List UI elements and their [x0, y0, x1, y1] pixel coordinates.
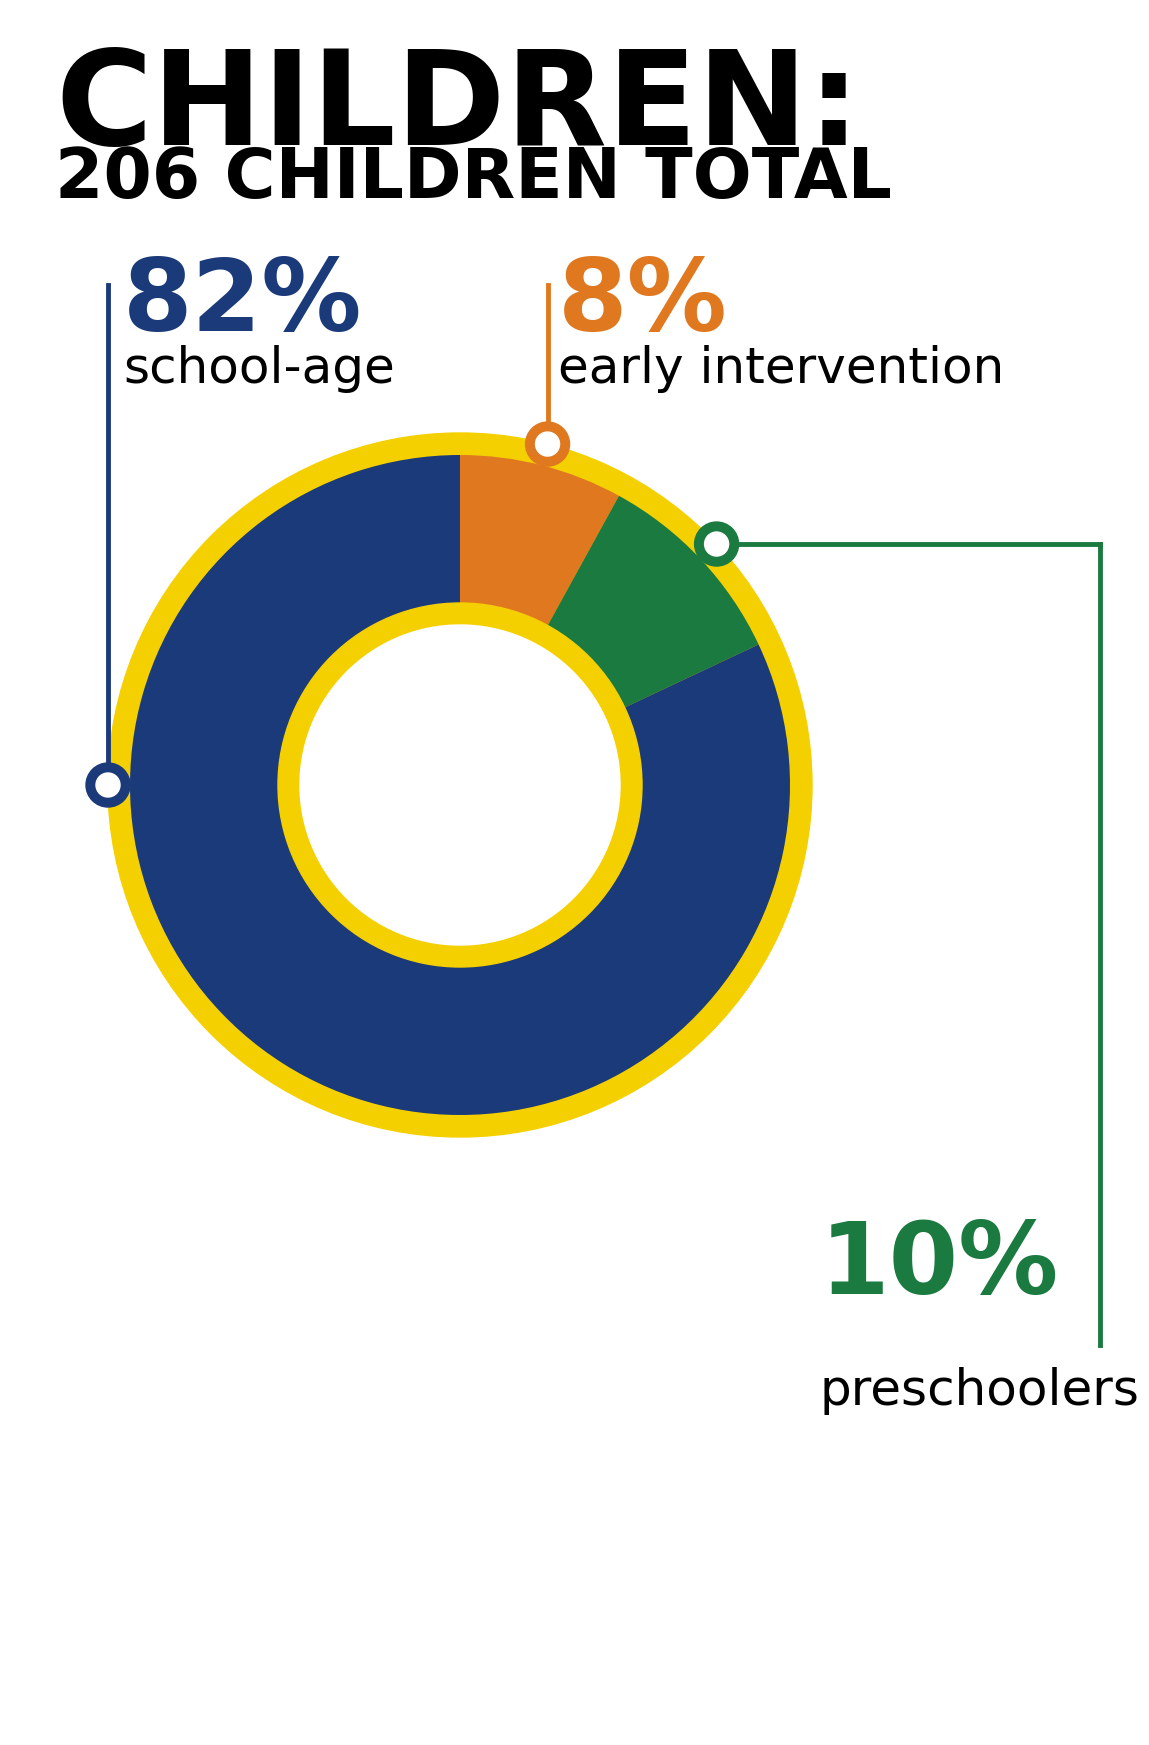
Circle shape [97, 773, 119, 797]
Text: early intervention: early intervention [557, 346, 1004, 393]
Wedge shape [537, 496, 758, 717]
Text: school-age: school-age [123, 346, 395, 393]
Text: 206 CHILDREN TOTAL: 206 CHILDREN TOTAL [55, 145, 892, 211]
Text: CHILDREN:: CHILDREN: [55, 45, 861, 173]
Circle shape [300, 625, 620, 946]
Wedge shape [460, 455, 619, 646]
Circle shape [695, 522, 739, 565]
Circle shape [704, 532, 728, 557]
Circle shape [86, 763, 130, 806]
Text: 10%: 10% [820, 1218, 1059, 1316]
Circle shape [525, 422, 570, 466]
Circle shape [535, 433, 560, 455]
Text: 8%: 8% [557, 255, 727, 352]
Text: 82%: 82% [123, 255, 362, 352]
Wedge shape [130, 455, 791, 1115]
Circle shape [108, 433, 812, 1138]
Text: preschoolers: preschoolers [820, 1366, 1140, 1415]
Circle shape [278, 604, 642, 967]
